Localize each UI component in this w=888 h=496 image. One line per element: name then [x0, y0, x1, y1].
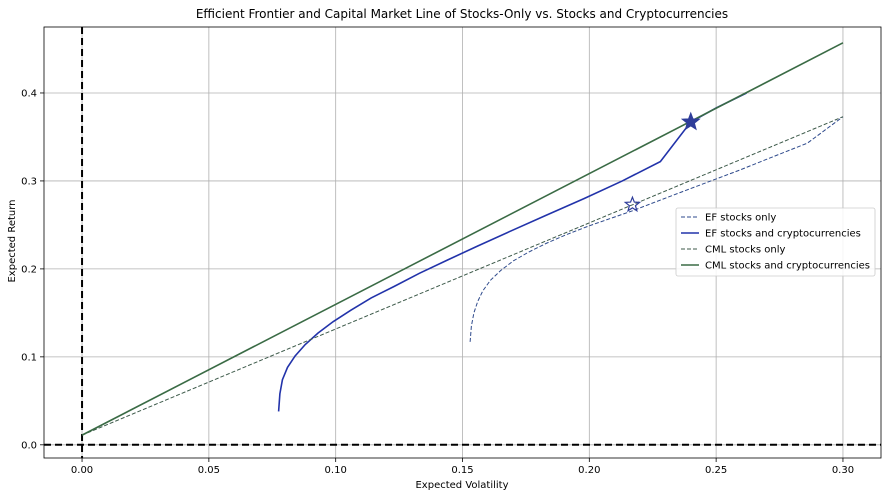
star-marker — [623, 195, 642, 213]
legend-label-4: CML stocks and cryptocurrencies — [705, 261, 870, 272]
series-line-3 — [81, 116, 844, 436]
x-tick-label: 0.05 — [198, 465, 220, 476]
y-tick-label: 0.4 — [21, 88, 37, 99]
y-axis-label: Expected Return — [7, 199, 18, 282]
x-tick-label: 0.10 — [325, 465, 347, 476]
series-line-1 — [469, 116, 844, 342]
x-tick-label: 0.30 — [832, 465, 854, 476]
x-axis-label: Expected Volatility — [415, 480, 508, 491]
plot-area: 0.00 0.05 0.10 0.15 0.20 0.25 0.30 0.0 0.1 0.2 0.3… — [21, 26, 882, 476]
legend-label-2: EF stocks and cryptocurrencies — [705, 229, 861, 240]
y-tick-label: 0.2 — [21, 264, 37, 275]
legend-label-3: CML stocks only — [705, 245, 786, 256]
star-marker — [680, 111, 701, 131]
x-tick-label: 0.00 — [71, 465, 93, 476]
legend: EF stocks only EF stocks and cryptocurren… — [675, 207, 876, 277]
y-tick-label: 0.0 — [21, 440, 37, 451]
x-tick-label: 0.15 — [451, 465, 473, 476]
x-tick-label: 0.20 — [578, 465, 600, 476]
chart-title: Efficient Frontier and Capital Market Li… — [196, 7, 728, 21]
legend-box — [675, 207, 876, 277]
series-line-2 — [277, 92, 747, 412]
legend-label-1: EF stocks only — [705, 213, 776, 224]
y-tick-label: 0.1 — [21, 352, 37, 363]
series-line-4 — [81, 42, 844, 436]
y-tick-label: 0.3 — [21, 176, 37, 187]
x-tick-label: 0.25 — [705, 465, 727, 476]
